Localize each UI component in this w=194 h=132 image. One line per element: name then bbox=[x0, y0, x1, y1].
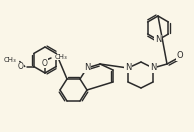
Text: N: N bbox=[125, 63, 131, 72]
Text: N: N bbox=[155, 36, 161, 44]
Text: N: N bbox=[84, 63, 90, 72]
Text: CH₃: CH₃ bbox=[55, 54, 68, 60]
Text: O: O bbox=[177, 51, 183, 60]
Text: N: N bbox=[150, 63, 156, 72]
Text: O: O bbox=[18, 62, 24, 71]
Text: O: O bbox=[42, 58, 48, 67]
Text: CH₃: CH₃ bbox=[4, 58, 17, 63]
